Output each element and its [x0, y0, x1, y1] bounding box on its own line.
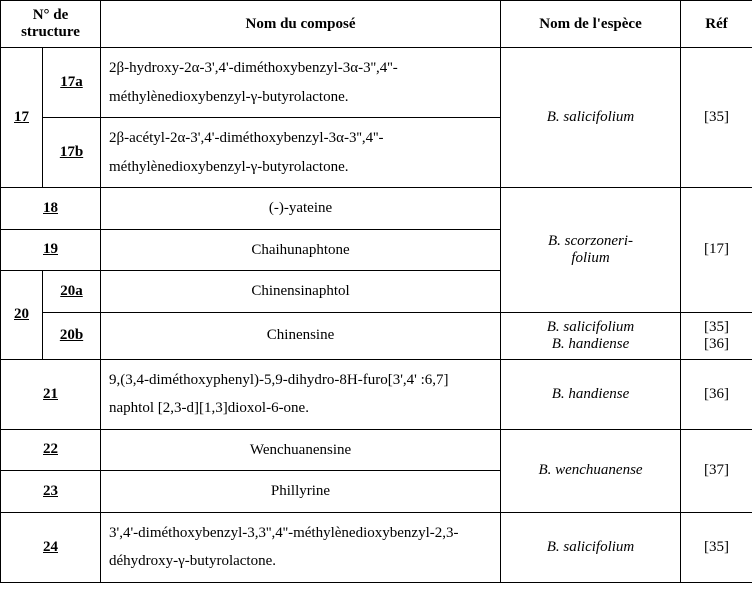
- structure-sub: 20b: [43, 312, 101, 359]
- species-name: B. salicifolium: [501, 48, 681, 188]
- reference: [35]: [681, 48, 752, 188]
- species-name: B. handiense: [501, 359, 681, 429]
- reference: [36]: [681, 359, 752, 429]
- reference: [35] [36]: [681, 312, 752, 359]
- compound-name: Wenchuanensine: [101, 429, 501, 471]
- structure-num: 24: [1, 512, 101, 582]
- reference: [37]: [681, 429, 752, 512]
- reference: [17]: [681, 188, 752, 313]
- structure-num: 21: [1, 359, 101, 429]
- structure-num: 19: [1, 229, 101, 271]
- table-row: 20b Chinensine B. salicifolium B. handie…: [1, 312, 752, 359]
- compound-name: 2β-acétyl-2α-3',4'-diméthoxybenzyl-3α-3'…: [101, 118, 501, 188]
- header-species: Nom de l'espèce: [501, 1, 681, 48]
- structure-num: 22: [1, 429, 101, 471]
- table-header-row: N° de structure Nom du composé Nom de l'…: [1, 1, 752, 48]
- species-name: B. salicifolium: [501, 512, 681, 582]
- compound-name: Phillyrine: [101, 471, 501, 513]
- structure-num: 18: [1, 188, 101, 230]
- structure-num: 23: [1, 471, 101, 513]
- compound-name: Chinensinaphtol: [101, 271, 501, 313]
- compound-name: 9,(3,4-diméthoxyphenyl)-5,9-dihydro-8H-f…: [101, 359, 501, 429]
- header-ref: Réf: [681, 1, 752, 48]
- structure-num: 20: [1, 271, 43, 360]
- species-name: B. scorzoneri- folium: [501, 188, 681, 313]
- compound-name: 2β-hydroxy-2α-3',4'-diméthoxybenzyl-3α-3…: [101, 48, 501, 118]
- species-name: B. wenchuanense: [501, 429, 681, 512]
- compound-name: Chinensine: [101, 312, 501, 359]
- table-row: 22 Wenchuanensine B. wenchuanense [37]: [1, 429, 752, 471]
- header-compound: Nom du composé: [101, 1, 501, 48]
- structure-sub: 20a: [43, 271, 101, 313]
- reference: [35]: [681, 512, 752, 582]
- table-row: 24 3',4'-diméthoxybenzyl-3,3'',4''-méthy…: [1, 512, 752, 582]
- compound-name: (-)-yateine: [101, 188, 501, 230]
- table-row: 17 17a 2β-hydroxy-2α-3',4'-diméthoxybenz…: [1, 48, 752, 118]
- structure-num: 17: [1, 48, 43, 188]
- header-structure: N° de structure: [1, 1, 101, 48]
- compounds-table: N° de structure Nom du composé Nom de l'…: [0, 0, 752, 583]
- compound-name: 3',4'-diméthoxybenzyl-3,3'',4''-méthylèn…: [101, 512, 501, 582]
- structure-sub: 17b: [43, 118, 101, 188]
- species-name: B. salicifolium B. handiense: [501, 312, 681, 359]
- structure-sub: 17a: [43, 48, 101, 118]
- table-row: 21 9,(3,4-diméthoxyphenyl)-5,9-dihydro-8…: [1, 359, 752, 429]
- table-row: 18 (-)-yateine B. scorzoneri- folium [17…: [1, 188, 752, 230]
- compound-name: Chaihunaphtone: [101, 229, 501, 271]
